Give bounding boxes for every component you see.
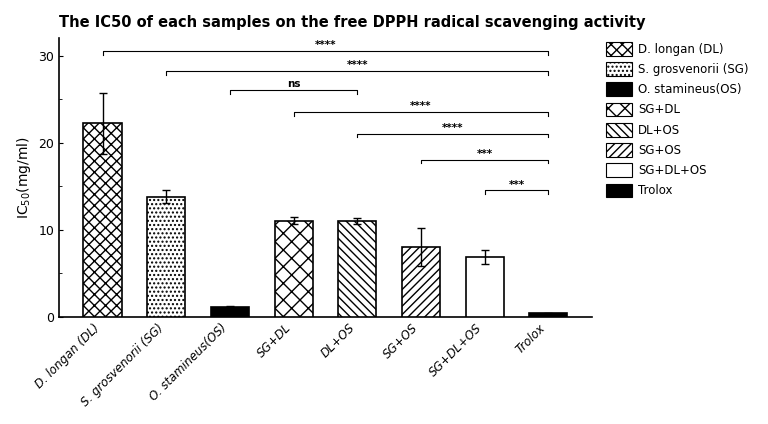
- Text: ****: ****: [315, 40, 336, 50]
- Text: ***: ***: [477, 149, 493, 159]
- Y-axis label: IC$_{50}$(mg/ml): IC$_{50}$(mg/ml): [15, 136, 33, 219]
- Text: ***: ***: [508, 179, 525, 190]
- Bar: [84, 123, 121, 317]
- Bar: [338, 221, 376, 317]
- Bar: [402, 247, 440, 317]
- Bar: [274, 221, 313, 317]
- Bar: [465, 257, 504, 317]
- Text: ****: ****: [442, 123, 464, 133]
- Text: ****: ****: [410, 101, 432, 111]
- Bar: [147, 196, 185, 317]
- Text: ****: ****: [346, 60, 368, 70]
- Text: The IC50 of each samples on the free DPPH radical scavenging activity: The IC50 of each samples on the free DPP…: [59, 15, 646, 30]
- Text: ns: ns: [287, 79, 300, 89]
- Legend: D. longan (DL), S. grosvenorii (SG), O. stamineus(OS), SG+DL, DL+OS, SG+OS, SG+D: D. longan (DL), S. grosvenorii (SG), O. …: [603, 39, 753, 201]
- Bar: [211, 307, 249, 317]
- Bar: [529, 313, 568, 317]
